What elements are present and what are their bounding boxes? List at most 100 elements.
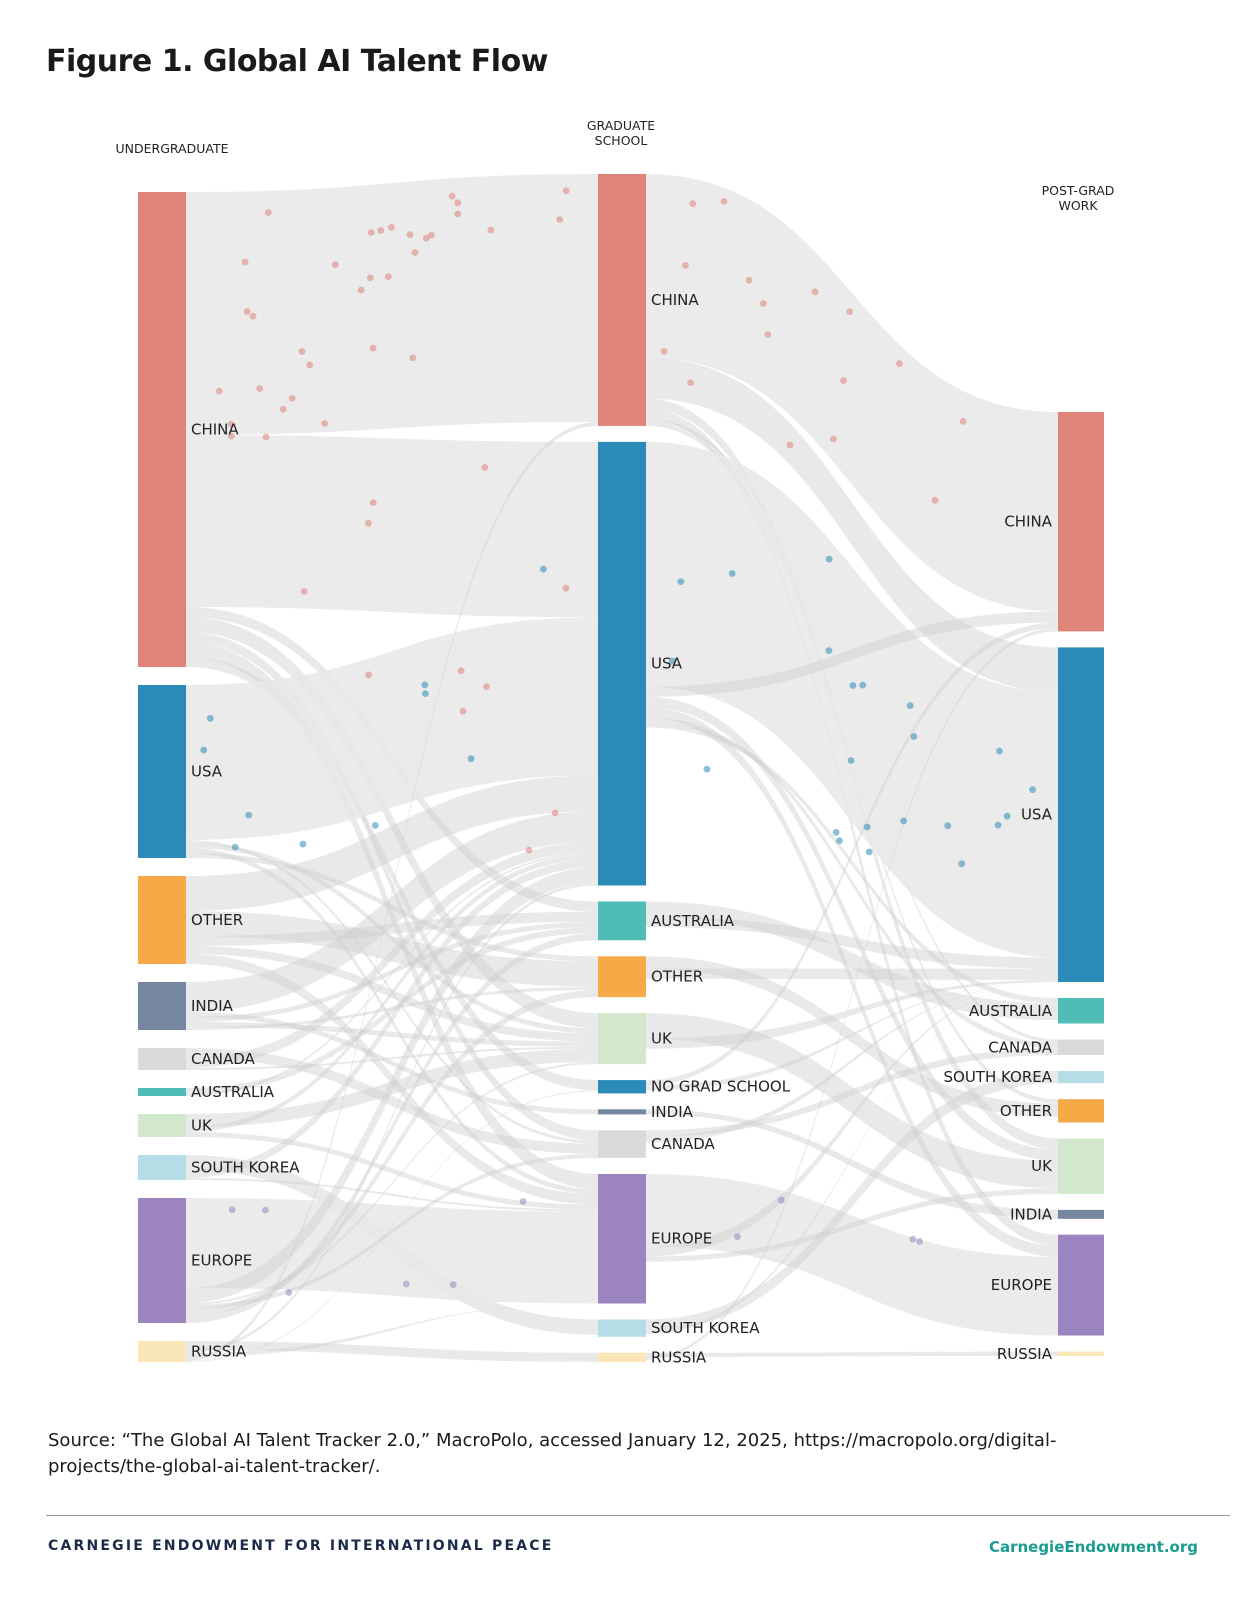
flow-grad-south-korea-to-south-korea	[646, 1071, 1058, 1331]
footer-divider	[46, 1515, 1230, 1516]
label-work-canada: CANADA	[988, 1038, 1053, 1056]
particle-dot	[306, 361, 314, 369]
label-work-russia: RUSSIA	[997, 1345, 1053, 1363]
particle-dot	[448, 192, 456, 200]
flow-undergrad-usa-to-europe	[186, 848, 598, 1195]
particle-dot	[660, 348, 668, 355]
particle-dot	[483, 683, 490, 690]
flow-grad-usa-to-canada	[646, 717, 1058, 1049]
flow-undergrad-other-to-europe	[186, 954, 598, 1205]
particle-dot	[668, 657, 676, 665]
particle-dot	[849, 682, 857, 689]
sankey-chart: CHINA USA OTHER INDIA CANADA AUSTRALIA UK SOUTH…	[115, 118, 1114, 1366]
flow-undergrad-usa-to-canada	[186, 840, 598, 1144]
flow-grad-uk-to-uk	[646, 1013, 1058, 1189]
particle-dot	[687, 379, 694, 386]
particle-dot	[422, 234, 430, 242]
particle-dot	[562, 187, 570, 195]
particle-dot	[331, 261, 339, 269]
label-undergrad-china: CHINA	[191, 421, 239, 439]
node-work-australia	[1058, 998, 1104, 1024]
particle-dot	[228, 432, 235, 440]
particle-dot	[300, 588, 308, 595]
particle-dot	[285, 1289, 293, 1296]
particle-dot	[262, 1206, 269, 1214]
flow-undergrad-russia-to-china	[186, 421, 598, 1362]
label-grad-canada: CANADA	[651, 1135, 716, 1153]
flow-grad-australia-to-australia	[646, 901, 1058, 1021]
flow-undergrad-canada-to-canada	[186, 1048, 598, 1154]
particle-dot	[402, 1280, 410, 1288]
node-undergrad-south-korea	[138, 1155, 186, 1180]
particle-dot	[840, 377, 847, 384]
organization-url[interactable]: CarnegieEndowment.org	[988, 1538, 1198, 1556]
flow-undergrad-india-to-india	[186, 1012, 598, 1115]
flow-grad-canada-to-usa	[646, 982, 1058, 1143]
node-grad-no-grad-school	[598, 1080, 646, 1094]
particle-dot	[745, 276, 753, 284]
stage-titles: UNDERGRADUATE GRADUATE SCHOOL POST-GRAD WORK	[115, 118, 1114, 213]
particle-dot	[206, 714, 214, 722]
particle-dot	[369, 344, 377, 352]
particle-dot	[525, 846, 533, 854]
particle-dot	[865, 848, 873, 856]
flow-undergrad-europe-to-australia	[186, 933, 598, 1323]
flow-grad-usa-to-uk	[646, 696, 1058, 1161]
particle-dot	[231, 843, 239, 851]
flow-grad-china-to-europe	[646, 408, 1058, 1246]
label-work-india: INDIA	[1010, 1205, 1053, 1223]
flow-grad-canada-to-canada	[646, 1048, 1058, 1137]
flow-links	[186, 174, 1058, 1362]
particle-dot	[931, 496, 939, 504]
node-work-russia	[1058, 1351, 1104, 1356]
particle-dot	[262, 433, 270, 441]
particle-dot	[562, 584, 570, 592]
particle-dot	[227, 420, 235, 428]
particle-dot	[411, 249, 419, 256]
label-work-other: OTHER	[1000, 1102, 1052, 1120]
flow-grad-india-to-india	[646, 1109, 1058, 1219]
flow-grad-russia-to-china	[646, 628, 1058, 1360]
label-work-uk: UK	[1031, 1157, 1053, 1175]
label-undergrad-usa: USA	[191, 763, 223, 781]
particle-dot	[682, 262, 689, 269]
flow-undergrad-russia-to-no-grad-school	[186, 1090, 598, 1362]
flow-undergrad-other-to-usa	[186, 775, 598, 911]
label-work-china: CHINA	[1004, 513, 1052, 531]
particle-dot	[825, 647, 833, 654]
particle-dot	[556, 216, 564, 223]
particle-dot	[299, 840, 307, 848]
particle-dot	[958, 860, 966, 868]
figure-title: Figure 1. Global AI Talent Flow	[46, 44, 548, 79]
flow-undergrad-china-to-china	[186, 174, 598, 435]
node-undergrad-europe	[138, 1198, 186, 1323]
flow-undergrad-usa-to-other	[186, 853, 598, 962]
flow-grad-usa-to-europe	[646, 707, 1058, 1257]
flow-undergrad-russia-to-usa	[186, 882, 598, 1353]
node-grad-india	[598, 1109, 646, 1115]
flow-undergrad-india-to-usa	[186, 811, 598, 1012]
label-undergrad-india: INDIA	[191, 997, 234, 1015]
flow-grad-usa-to-australia	[646, 722, 1058, 1004]
particle-dot	[944, 822, 952, 830]
particle-dot	[245, 811, 253, 819]
node-work-europe	[1058, 1234, 1104, 1336]
particle-dot	[1003, 812, 1011, 820]
node-grad-south-korea	[598, 1319, 646, 1337]
particle-dot	[859, 681, 867, 689]
flow-undergrad-other-to-australia	[186, 911, 598, 946]
flow-undergrad-australia-to-usa	[186, 851, 598, 1096]
particle-dot	[249, 312, 257, 320]
label-work-south-korea: SOUTH KOREA	[943, 1068, 1052, 1086]
flow-undergrad-uk-to-europe	[186, 1132, 598, 1210]
particle-dot	[703, 765, 711, 773]
particle-dot	[384, 273, 392, 281]
node-grad-usa	[598, 441, 646, 886]
node-undergrad-usa	[138, 685, 186, 858]
particle-dot	[959, 418, 967, 425]
particle-dot	[909, 1235, 917, 1243]
flow-grad-australia-to-usa	[646, 916, 1058, 969]
particle-dot	[916, 1238, 923, 1245]
node-work-china	[1058, 412, 1104, 632]
node-undergrad-australia	[138, 1088, 186, 1096]
